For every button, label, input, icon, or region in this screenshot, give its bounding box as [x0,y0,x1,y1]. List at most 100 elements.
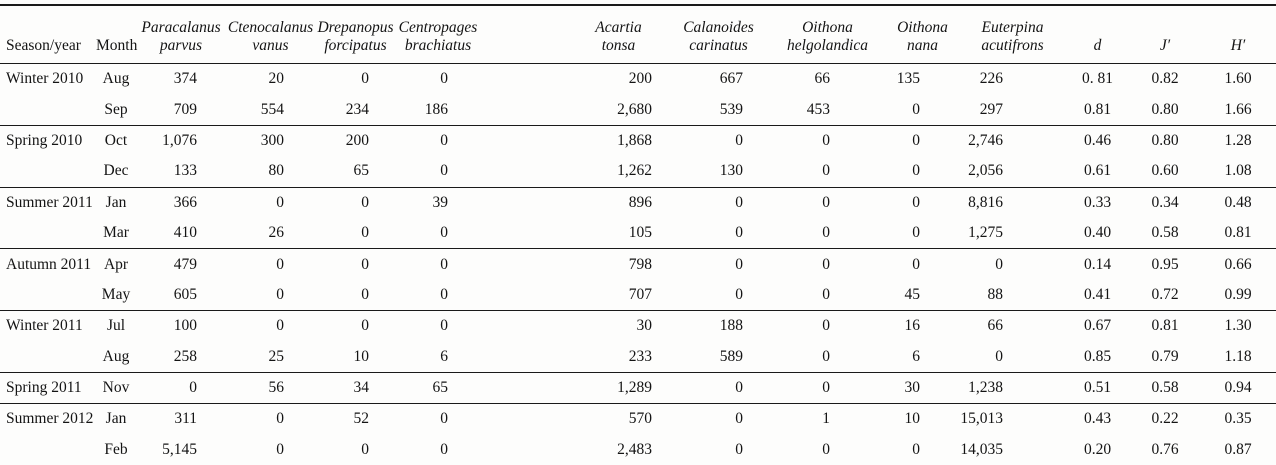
richness-d-cell: 0.85 [1065,341,1130,373]
table-row: May 605 0 0 0 707 0 0 45 88 0.41 0.72 0.99 [0,279,1276,312]
month-cell: Nov [96,372,136,405]
abundance-cell: 6 [885,341,960,373]
spacer-cell [480,249,570,280]
abundance-cell: 20 [268,70,285,88]
richness-d-cell: 0.20 [1083,440,1112,458]
abundance-cell: 0 [361,317,369,335]
abundance-cell: 896 [628,193,652,211]
abundance-cell: 0 [912,131,920,149]
spacer-cell [480,156,570,188]
abundance-cell: 66 [814,70,831,88]
season-cell [0,156,96,188]
abundance-cell: 0 [440,410,448,428]
table-row: Sep 709 554 234 186 2,680 539 453 0 297 0.81 0.80 1.… [0,94,1276,126]
abundance-cell: 0 [667,372,770,405]
diversity-h-cell: 1.30 [1224,317,1252,335]
richness-d-cell: 0.41 [1065,279,1130,312]
spacer-cell [480,341,570,373]
genus-name: Paracalanus [141,18,221,36]
season-cell: Winter 2011 [6,317,83,335]
diversity-h-cell: 0.87 [1224,440,1252,458]
spacer-cell [480,64,570,95]
season-cell: Spring 2011 [0,372,96,405]
abundance-cell: 410 [136,217,226,250]
season-cell: Summer 2011 [6,193,93,211]
abundance-cell: 1 [822,410,830,428]
month-cell: Mar [96,217,136,250]
genus-name: Oithona [802,18,853,36]
spacer-cell [480,217,570,250]
diversity-h-cell: 1.66 [1200,94,1276,126]
abundance-cell: 188 [719,317,743,335]
spacer-cell [480,94,570,126]
richness-d-cell: 0.51 [1065,372,1130,405]
table-row: Winter 2010 Aug 374 20 0 0 200 667 66 135 226 0. 81… [0,64,1276,95]
abundance-cell: 0 [315,217,396,250]
spacer-cell [480,435,570,465]
abundance-cell: 0 [276,410,284,428]
abundance-cell: 0 [361,193,369,211]
species-name: acutifrons [981,37,1044,55]
evenness-j-cell: 0.80 [1151,131,1179,149]
evenness-j-cell: 0.58 [1130,217,1200,250]
season-cell [0,435,96,465]
season-cell: Summer 2012 [6,410,94,428]
richness-d-cell: 0.61 [1065,156,1130,188]
species-name: forcipatus [324,37,387,55]
abundance-cell: 65 [315,156,396,188]
genus-name: Drepanopus [317,18,394,36]
month-cell: Feb [104,440,128,458]
column-header-acartia-tonsa: Acartia tonsa [570,5,667,64]
abundance-cell: 65 [396,372,480,405]
month-cell: Jan [105,410,127,428]
column-header-oithona-helgolandica: Oithona helgolandica [770,5,885,64]
abundance-cell: 0 [885,156,960,188]
column-header-drepanopus-forcipatus: Drepanopus forcipatus [315,5,396,64]
abundance-cell: 300 [260,131,284,149]
abundance-cell: 1,275 [960,217,1065,250]
spacer-cell [480,404,570,435]
abundance-cell: 45 [885,279,960,312]
genus-name: Centropages [398,18,478,36]
table-row: Dec 133 80 65 0 1,262 130 0 0 2,056 0.61 0.60 1.08 [0,156,1276,188]
richness-d-cell: 0.81 [1065,94,1130,126]
table-body: Winter 2010 Aug 374 20 0 0 200 667 66 135 226 0. 81… [0,64,1276,465]
evenness-j-cell: 0.81 [1151,317,1179,335]
abundance-cell: 0 [770,156,885,188]
abundance-cell: 16 [904,317,921,335]
diversity-h-cell: 0.94 [1200,372,1276,405]
column-header-paracalanus-parvus: Paracalanus parvus [136,5,226,64]
abundance-cell: 0 [396,156,480,188]
abundance-cell: 2,483 [617,440,652,458]
abundance-cell: 0 [440,70,448,88]
species-name: tonsa [601,37,636,55]
abundance-cell: 366 [173,193,197,211]
abundance-cell: 200 [345,131,369,149]
evenness-j-cell: 0.82 [1151,70,1179,88]
species-name: parvus [159,37,203,55]
abundance-cell: 0 [735,193,743,211]
abundance-cell: 0 [735,410,743,428]
abundance-cell: 453 [770,94,885,126]
abundance-cell: 88 [960,279,1065,312]
diversity-h-cell: 1.18 [1200,341,1276,373]
column-spacer [480,5,570,64]
species-abundance-table: Season/year Month Paracalanus parvus Cte… [0,4,1276,465]
abundance-cell: 605 [136,279,226,312]
genus-name: Acartia [595,18,642,36]
abundance-cell: 56 [226,372,315,405]
abundance-cell: 0 [735,440,743,458]
season-cell [0,341,96,373]
column-header-euterpina-acutifrons: Euterpina acutifrons [960,5,1065,64]
abundance-cell: 0 [885,94,960,126]
abundance-cell: 0 [440,255,448,273]
abundance-cell: 1,076 [162,131,197,149]
evenness-j-cell: 0.80 [1130,94,1200,126]
abundance-cell: 1,868 [617,131,652,149]
diversity-h-cell: 0.81 [1200,217,1276,250]
diversity-h-cell: 1.28 [1224,131,1252,149]
abundance-cell: 26 [226,217,315,250]
richness-d-cell: 0.40 [1065,217,1130,250]
abundance-cell: 34 [315,372,396,405]
month-cell: Oct [104,131,128,149]
